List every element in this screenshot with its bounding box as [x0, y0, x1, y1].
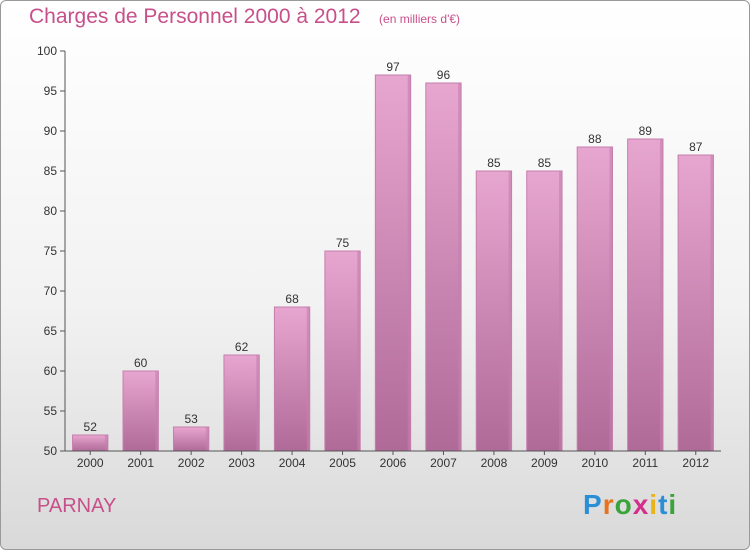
data-label-2004: 68 [285, 292, 299, 306]
y-tick-label: 70 [44, 284, 58, 298]
data-label-2009: 85 [538, 156, 552, 170]
bar-shade-2001 [155, 371, 159, 451]
bar-2003 [223, 354, 260, 452]
data-label-2007: 96 [437, 68, 451, 82]
logo-letter: r [602, 489, 615, 520]
x-tick-label-2005: 2005 [329, 456, 356, 470]
data-label-2012: 87 [689, 140, 703, 154]
bars: 52 60 53 62 68 75 97 96 85 85 88 89 87 [72, 60, 714, 452]
logo-letter: o [614, 489, 633, 520]
bar-2000 [72, 434, 109, 452]
bar-shade-2007 [458, 83, 462, 451]
y-tick-label: 100 [37, 44, 57, 58]
bar-2012 [677, 154, 714, 452]
bar-shade-2004 [306, 307, 310, 451]
x-tick-label-2004: 2004 [279, 456, 306, 470]
y-tick-label: 50 [44, 444, 58, 458]
bar-shade-2006 [407, 75, 411, 451]
y-tick-label: 90 [44, 124, 58, 138]
bar-shade-2009 [559, 171, 563, 451]
x-tick-label-2012: 2012 [682, 456, 709, 470]
y-tick-label: 55 [44, 404, 58, 418]
x-tick-label-2006: 2006 [380, 456, 407, 470]
logo-letter: P [583, 489, 603, 520]
bar-shade-2002 [205, 427, 209, 451]
bar-2009 [526, 170, 563, 452]
bar-2004 [273, 306, 311, 452]
bar-shade-2011 [659, 139, 663, 451]
data-label-2010: 88 [588, 132, 602, 146]
x-tick-label-2002: 2002 [178, 456, 205, 470]
proxiti-logo: Proxiti [583, 489, 677, 521]
bar-2006 [374, 74, 412, 452]
y-tick-label: 60 [44, 364, 58, 378]
x-tick-label-2011: 2011 [632, 456, 658, 470]
logo-letter: t [658, 489, 669, 520]
bar-shade-2000 [104, 435, 108, 451]
x-tick-label-2009: 2009 [531, 456, 558, 470]
data-label-2005: 75 [336, 236, 350, 250]
place-name: PARNAY [37, 495, 117, 517]
data-label-2002: 53 [184, 412, 198, 426]
x-tick-label-2008: 2008 [481, 456, 508, 470]
data-label-2003: 62 [235, 340, 249, 354]
logo-letter: x [632, 489, 650, 520]
y-tick-label: 85 [44, 164, 58, 178]
data-label-2008: 85 [487, 156, 501, 170]
y-tick-label: 75 [44, 244, 58, 258]
x-tick-label-2010: 2010 [581, 456, 608, 470]
y-axis: 50 55 60 65 70 75 80 85 90 95 100 [37, 44, 66, 458]
x-tick-label-2000: 2000 [77, 456, 104, 470]
y-tick-label: 95 [44, 84, 58, 98]
data-label-2000: 52 [84, 420, 98, 434]
bar-shade-2005 [357, 251, 361, 451]
x-tick-label-2007: 2007 [430, 456, 457, 470]
title-block: Charges de Personnel 2000 à 2012 (en mil… [29, 5, 460, 29]
data-label-2006: 97 [386, 60, 400, 74]
data-label-2011: 89 [639, 124, 653, 138]
data-label-2001: 60 [134, 356, 148, 370]
x-tick-label-2003: 2003 [228, 456, 255, 470]
bar-2008 [475, 170, 513, 452]
x-axis: 2000 2001 2002 2003 2004 2005 2006 2007 2008 2009… [65, 450, 721, 470]
bar-shade-2008 [508, 171, 512, 451]
chart-subtitle: (en milliers d'€) [379, 12, 461, 26]
bar-shade-2010 [609, 147, 613, 451]
logo-letter: i [649, 489, 659, 520]
bar-2007 [425, 82, 462, 452]
bar-2005 [324, 250, 361, 452]
bar-shade-2012 [710, 155, 714, 451]
logo-letter: i [668, 489, 678, 520]
bar-shade-2003 [256, 355, 260, 451]
y-tick-label: 65 [44, 324, 58, 338]
y-tick-label: 80 [44, 204, 58, 218]
bar-2001 [122, 370, 159, 452]
bar-2011 [627, 138, 664, 452]
x-tick-label-2001: 2001 [127, 456, 154, 470]
chart-title: Charges de Personnel 2000 à 2012 [29, 5, 361, 28]
bar-2002 [172, 426, 210, 452]
bar-2010 [576, 146, 614, 452]
